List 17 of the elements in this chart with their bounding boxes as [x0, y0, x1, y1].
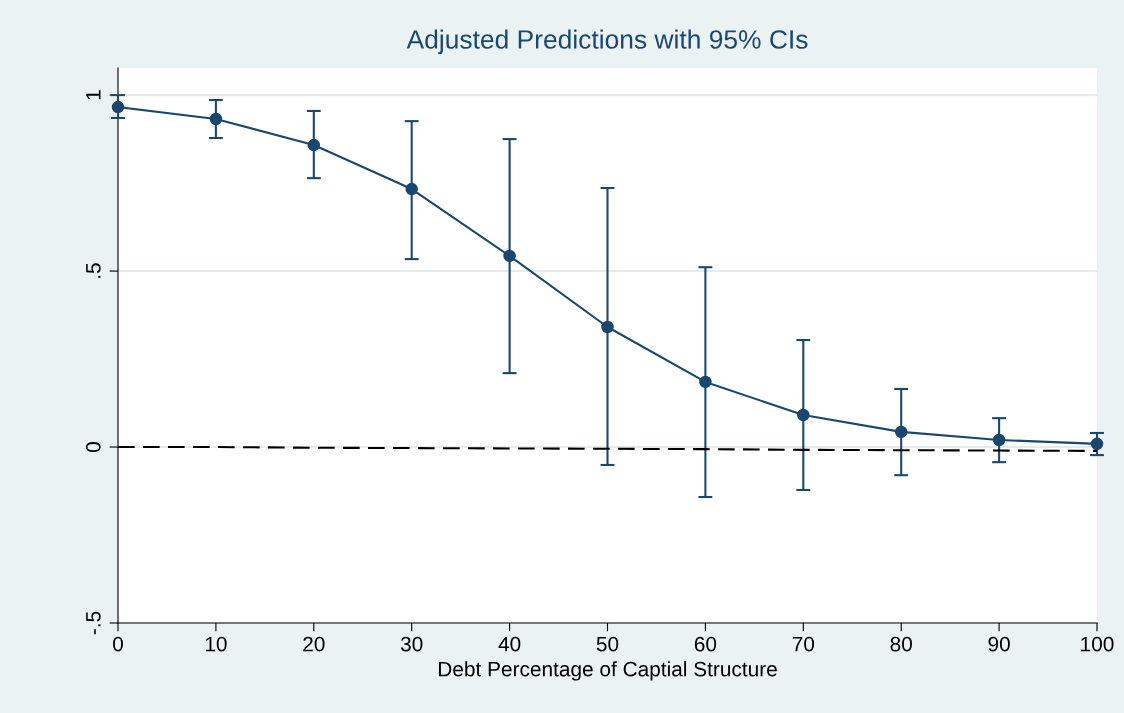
x-tick-label: 10 — [205, 636, 227, 652]
x-tick-label: 60 — [694, 636, 717, 652]
x-tick-label: 50 — [596, 636, 619, 652]
chart-title: Adjusted Predictions with 95% CIs — [406, 29, 808, 55]
x-tick-label: 70 — [792, 636, 815, 652]
x-tick-label: 90 — [988, 636, 1010, 652]
y-tick-label: -.5 — [86, 611, 101, 635]
x-tick-label: 80 — [890, 636, 912, 652]
x-tick-label: 20 — [303, 636, 325, 652]
y-tick-label: 0 — [85, 442, 101, 453]
y-tick-label: .5 — [86, 263, 101, 278]
x-tick-label: 30 — [400, 636, 423, 652]
y-tick-label: 1 — [86, 90, 101, 100]
x-axis-title: Debt Percentage of Captial Structure — [438, 661, 777, 681]
x-tick-label: 0 — [113, 636, 123, 652]
x-tick-label: 100 — [1081, 636, 1114, 652]
x-tick-label: 40 — [498, 636, 521, 652]
